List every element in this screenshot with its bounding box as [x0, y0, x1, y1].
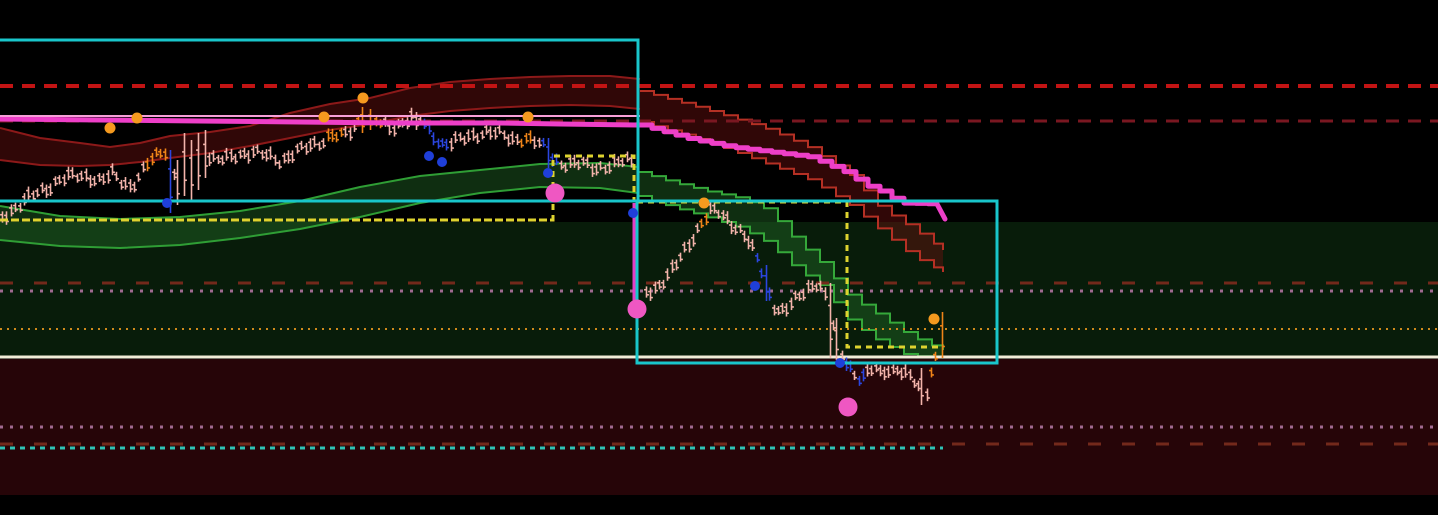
- background-zones: [0, 222, 1438, 495]
- cyan-selection-boxes[interactable]: [0, 38, 999, 365]
- signal-markers: [104, 92, 940, 417]
